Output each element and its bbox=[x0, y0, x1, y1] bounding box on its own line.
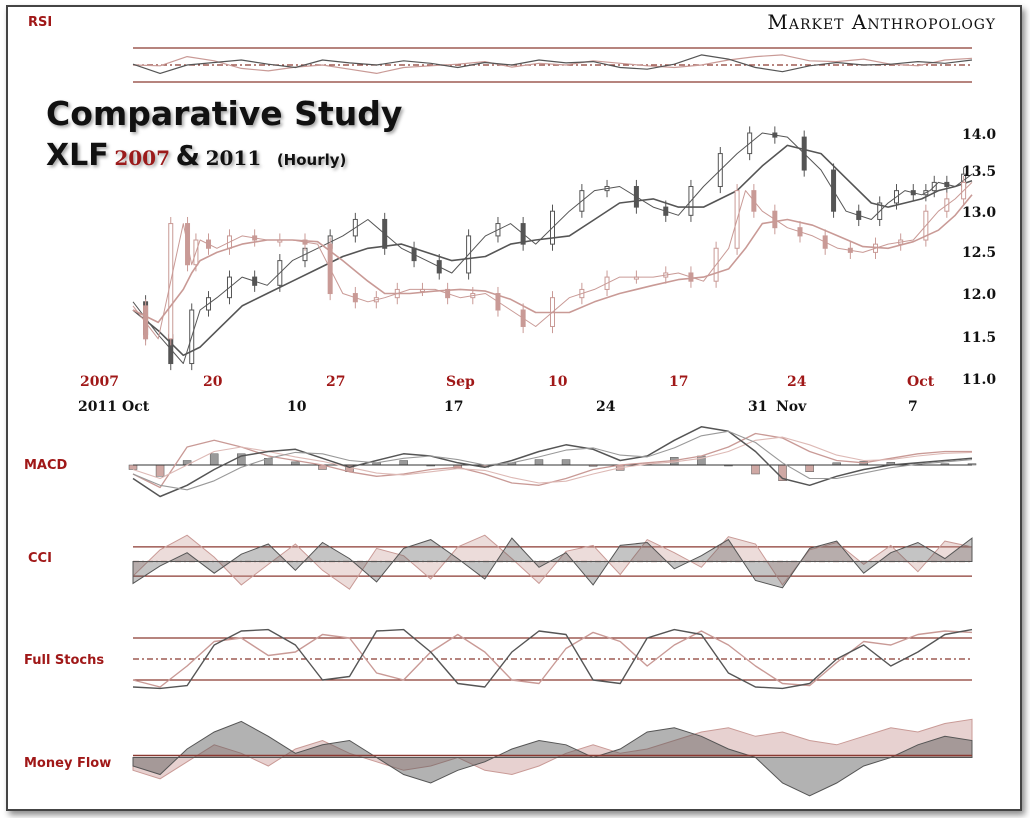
x-tick-2007: 20 bbox=[203, 374, 223, 390]
ampersand: & bbox=[175, 139, 200, 172]
x-tick-2011: 2011 bbox=[78, 399, 117, 415]
x-tick-2011: Nov bbox=[776, 399, 807, 415]
macd-panel-label: MACD bbox=[24, 458, 68, 473]
chart-title: Comparative Study bbox=[46, 94, 403, 133]
moving-average-2011 bbox=[132, 144, 973, 357]
macd-histogram-bar bbox=[182, 460, 192, 466]
macd-histogram-bar bbox=[805, 464, 814, 472]
macd-line-2007 bbox=[132, 432, 972, 489]
y-tick-label: 13.0 bbox=[962, 205, 997, 221]
x-tick-2007: Sep bbox=[446, 374, 475, 390]
x-tick-2011: 24 bbox=[596, 399, 616, 415]
macd-histogram-bar bbox=[209, 453, 219, 466]
macd-histogram-bar bbox=[751, 464, 760, 475]
macd-histogram-bar bbox=[399, 460, 408, 466]
x-tick-2007: 27 bbox=[326, 374, 346, 390]
macd-histogram-bar bbox=[155, 464, 165, 477]
cci-area-2007 bbox=[132, 534, 973, 590]
x-tick-2011: 10 bbox=[287, 399, 307, 415]
y-tick-label: 14.0 bbox=[962, 127, 997, 143]
price-line-2007 bbox=[132, 182, 973, 340]
rsi-line-2007 bbox=[132, 54, 973, 75]
mfi-area-2007 bbox=[132, 718, 973, 780]
ticker-label: XLF bbox=[46, 138, 109, 173]
macd-signal-2011 bbox=[132, 430, 973, 491]
price-line-2011 bbox=[132, 132, 973, 364]
x-tick-2007: 2007 bbox=[80, 374, 119, 390]
y-tick-label: 11.5 bbox=[962, 330, 997, 346]
macd-line-2011 bbox=[132, 426, 973, 498]
year-2011-label: 2011 bbox=[205, 146, 262, 170]
brand-name: Market Anthropology bbox=[767, 10, 996, 34]
x-tick-2007: 17 bbox=[669, 374, 689, 390]
x-tick-2011: 7 bbox=[908, 399, 918, 415]
chart-frame bbox=[6, 5, 1022, 811]
mfi-panel-label: Money Flow bbox=[24, 756, 112, 771]
x-tick-2011: 17 bbox=[444, 399, 464, 415]
y-tick-label: 12.5 bbox=[962, 245, 997, 261]
mfi-area-2011 bbox=[132, 720, 973, 797]
macd-signal-2007 bbox=[132, 436, 973, 484]
cci-area-2011 bbox=[132, 537, 973, 589]
stoch-line-2007 bbox=[132, 630, 973, 688]
stoch-line-2011 bbox=[132, 628, 973, 690]
y-tick-label: 12.0 bbox=[962, 287, 997, 303]
x-tick-2007: 24 bbox=[787, 374, 807, 390]
stoch-panel-label: Full Stochs bbox=[24, 653, 105, 668]
macd-histogram-bar bbox=[534, 459, 544, 466]
rsi-panel-label: RSI bbox=[28, 15, 53, 30]
moving-average-2007 bbox=[132, 194, 973, 324]
x-tick-2011: Oct bbox=[122, 399, 150, 415]
y-tick-label: 13.5 bbox=[962, 164, 997, 180]
macd-histogram-bar bbox=[561, 459, 571, 466]
chart-subtitle: XLF 2007 & 2011 (Hourly) bbox=[46, 138, 346, 173]
year-2007-label: 2007 bbox=[114, 146, 170, 170]
cci-panel-label: CCI bbox=[28, 551, 52, 566]
y-tick-label: 11.0 bbox=[962, 372, 997, 388]
x-tick-2007: 10 bbox=[548, 374, 568, 390]
macd-histogram-bar bbox=[128, 464, 138, 470]
frequency-label: (Hourly) bbox=[276, 151, 347, 169]
x-tick-2011: 31 bbox=[748, 399, 768, 415]
rsi-line-2011 bbox=[132, 54, 973, 75]
x-tick-2007: Oct bbox=[907, 374, 935, 390]
